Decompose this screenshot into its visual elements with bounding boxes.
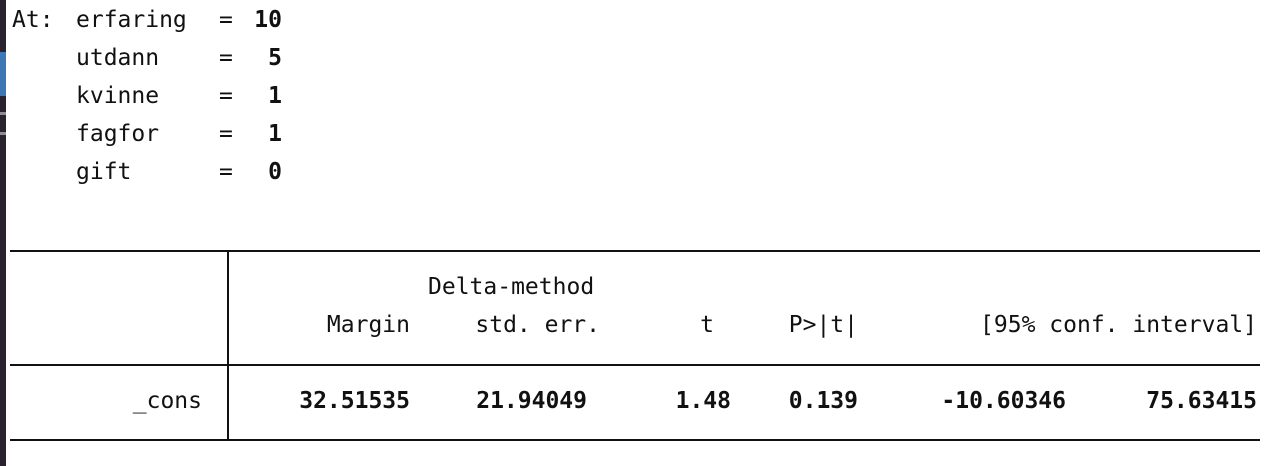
- p-value: 0.139: [788, 388, 858, 414]
- at-value: 10: [254, 7, 282, 33]
- at-equals: =: [219, 83, 233, 109]
- background-window-mark: [0, 112, 6, 115]
- table-header-rule: [10, 364, 1260, 366]
- background-window-mark: [0, 132, 6, 135]
- column-header-p-value: P>|t|: [788, 312, 858, 338]
- ci-upper-value: 75.63415: [1146, 388, 1257, 414]
- at-value: 1: [268, 121, 282, 147]
- ci-lower-value: -10.60346: [941, 388, 1066, 414]
- at-variable-name: kvinne: [76, 83, 160, 109]
- column-header-delta-method: Delta-method: [428, 274, 595, 300]
- table-bottom-rule: [10, 439, 1260, 441]
- at-equals: =: [219, 45, 233, 71]
- table-column-separator: [227, 250, 229, 441]
- margin-value: 32.51535: [299, 388, 410, 414]
- at-value: 0: [268, 159, 282, 185]
- column-header-std-err: std. err.: [475, 312, 600, 338]
- background-window-edge: [0, 0, 6, 466]
- at-variable-name: erfaring: [76, 7, 187, 33]
- column-header-margin: Margin: [326, 312, 410, 338]
- background-window-tab: [0, 52, 6, 96]
- at-variable-name: gift: [76, 159, 132, 185]
- at-value: 1: [268, 83, 282, 109]
- column-header-conf-interval: [95% conf. interval]: [980, 312, 1257, 338]
- row-label: _cons: [132, 388, 202, 414]
- at-equals: =: [219, 7, 233, 33]
- at-variable-name: fagfor: [76, 121, 160, 147]
- table-top-rule: [10, 250, 1260, 252]
- at-equals: =: [219, 159, 233, 185]
- t-value: 1.48: [675, 388, 731, 414]
- column-header-t: t: [700, 312, 714, 338]
- at-equals: =: [219, 121, 233, 147]
- at-variable-name: utdann: [76, 45, 160, 71]
- std-err-value: 21.94049: [476, 388, 587, 414]
- at-label: At:: [12, 7, 54, 33]
- at-value: 5: [268, 45, 282, 71]
